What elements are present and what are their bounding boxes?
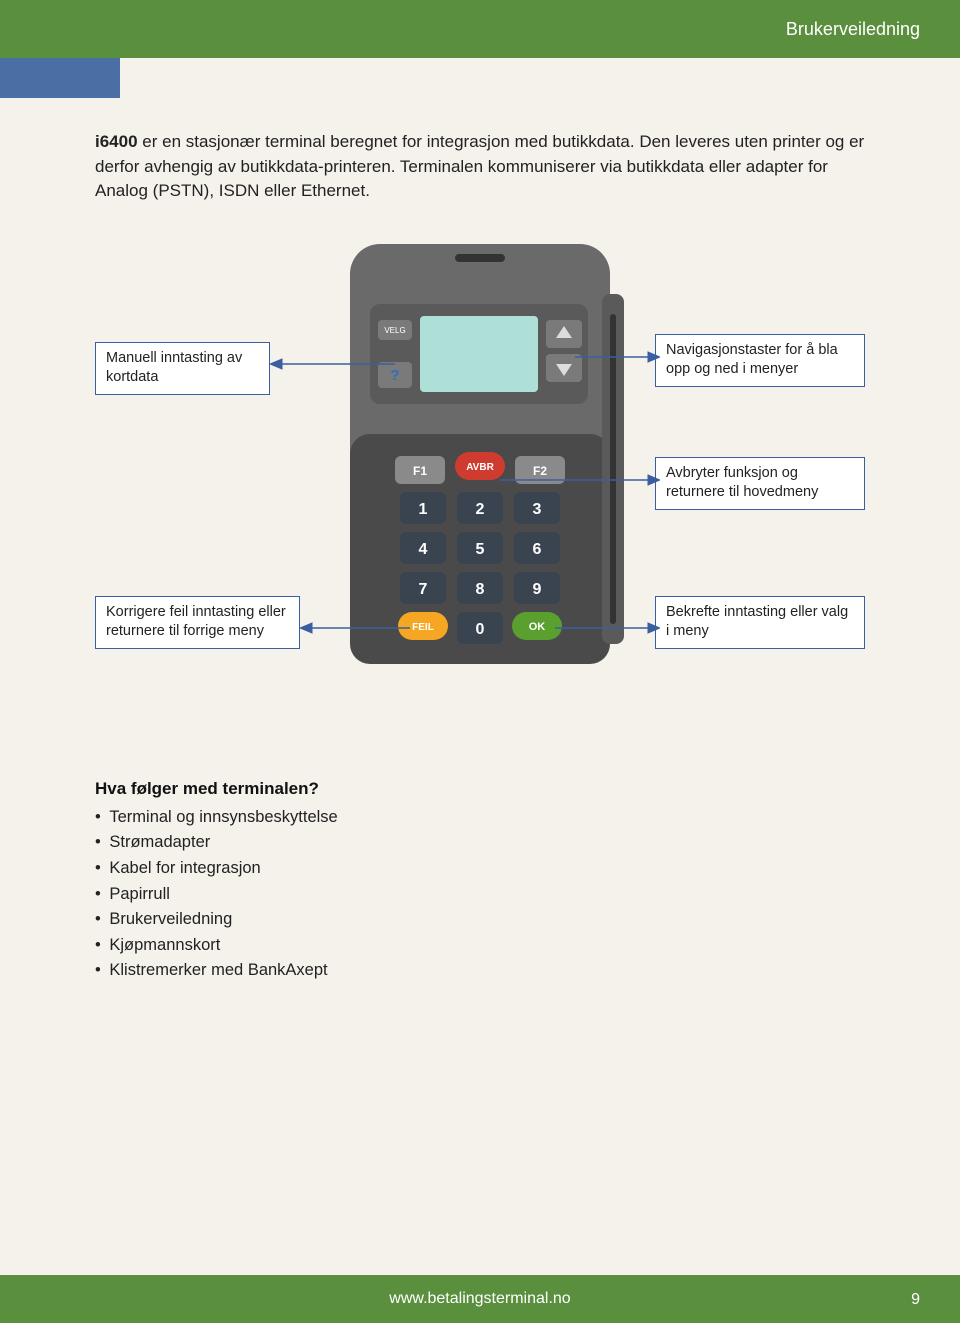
- callout-manual-entry: Manuell inntasting av kortdata: [95, 342, 270, 395]
- svg-text:F1: F1: [413, 464, 427, 478]
- arrow-left2: [300, 622, 410, 634]
- svg-text:1: 1: [419, 501, 428, 518]
- list-item: Papirrull: [95, 882, 865, 908]
- header-title: Brukerveiledning: [786, 19, 920, 40]
- list-item: Terminal og innsynsbeskyttelse: [95, 805, 865, 831]
- list-item: Klistremerker med BankAxept: [95, 958, 865, 984]
- list-item: Brukerveiledning: [95, 907, 865, 933]
- svg-text:9: 9: [533, 581, 542, 598]
- header-bar: Brukerveiledning: [0, 0, 960, 58]
- footer-bar: www.betalingsterminal.no 9: [0, 1275, 960, 1323]
- arrow-right3: [555, 622, 660, 634]
- svg-text:4: 4: [419, 541, 428, 558]
- intro-paragraph: i6400 er en stasjonær terminal beregnet …: [95, 130, 865, 204]
- terminal-diagram: VELG ? F1 AVBR F2: [95, 234, 865, 714]
- svg-text:FEIL: FEIL: [412, 622, 434, 633]
- callout-navigation: Navigasjonstaster for å bla opp og ned i…: [655, 334, 865, 387]
- svg-text:3: 3: [533, 501, 542, 518]
- svg-text:OK: OK: [529, 621, 546, 633]
- callout-confirm: Bekrefte inntasting eller valg i meny: [655, 596, 865, 649]
- svg-text:8: 8: [476, 581, 485, 598]
- box-contents-list: Terminal og innsynsbeskyttelse Strømadap…: [95, 805, 865, 984]
- list-item: Strømadapter: [95, 830, 865, 856]
- page-content: i6400 er en stasjonær terminal beregnet …: [95, 130, 865, 984]
- list-item: Kabel for integrasjon: [95, 856, 865, 882]
- svg-text:2: 2: [476, 501, 485, 518]
- svg-text:AVBR: AVBR: [466, 462, 494, 473]
- svg-text:7: 7: [419, 581, 428, 598]
- callout-correct-back: Korrigere feil inntasting eller returner…: [95, 596, 300, 649]
- list-item: Kjøpmannskort: [95, 933, 865, 959]
- footer-url: www.betalingsterminal.no: [389, 1290, 570, 1308]
- intro-text: er en stasjonær terminal beregnet for in…: [95, 132, 864, 200]
- svg-text:5: 5: [476, 541, 485, 558]
- arrow-right2: [500, 474, 660, 486]
- svg-text:0: 0: [476, 621, 485, 638]
- model-name: i6400: [95, 132, 138, 151]
- velg-label: VELG: [384, 326, 405, 335]
- callout-cancel: Avbryter funksjon og returnere til hoved…: [655, 457, 865, 510]
- page-number: 9: [911, 1291, 920, 1309]
- box-contents-title: Hva følger med terminalen?: [95, 779, 865, 799]
- arrow-right1: [575, 351, 660, 363]
- section-tab: [0, 58, 120, 98]
- arrow-left1: [270, 358, 395, 370]
- svg-text:6: 6: [533, 541, 542, 558]
